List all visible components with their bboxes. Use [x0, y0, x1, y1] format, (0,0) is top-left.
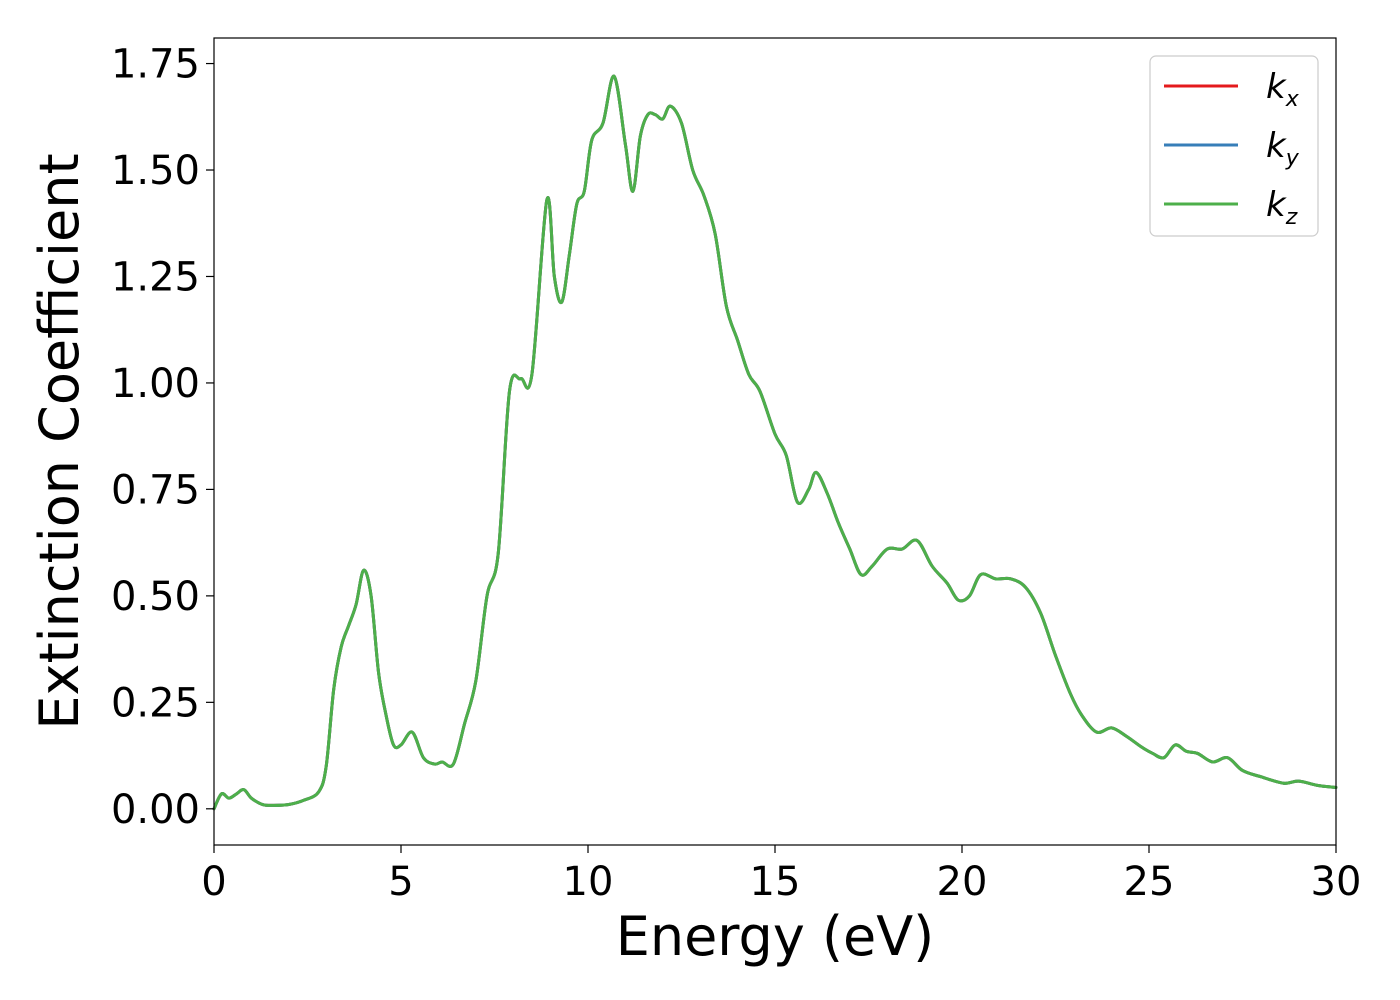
legend-label-ky: ky	[1266, 126, 1300, 171]
x-tick-label: 25	[1124, 859, 1175, 905]
legend-label-kx: kx	[1266, 67, 1300, 112]
x-tick-label: 10	[563, 859, 614, 905]
y-tick-label: 1.25	[111, 254, 200, 300]
y-tick-label: 0.25	[111, 680, 200, 726]
x-axis-title: Energy (eV)	[616, 905, 935, 968]
y-axis-ticks: 0.00 0.25 0.50 0.75 1.00 1.25 1.50 1.75	[111, 42, 214, 833]
y-tick-label: 1.75	[111, 42, 200, 88]
x-tick-label: 5	[388, 859, 413, 905]
y-tick-label: 0.75	[111, 467, 200, 513]
x-tick-label: 0	[201, 859, 226, 905]
y-tick-label: 1.50	[111, 148, 200, 194]
y-tick-label: 0.50	[111, 574, 200, 620]
y-tick-label: 1.00	[111, 361, 200, 407]
x-tick-label: 20	[937, 859, 988, 905]
x-tick-label: 15	[750, 859, 801, 905]
legend: kx ky kz	[1149, 55, 1319, 237]
y-tick-label: 0.00	[111, 787, 200, 833]
y-axis-title: Extinction Coefficient	[28, 153, 91, 729]
series-layer	[212, 74, 1338, 811]
x-tick-label: 30	[1311, 859, 1362, 905]
series-line-kz	[212, 74, 1338, 811]
x-axis-ticks: 0 5 10 15 20 25 30	[201, 845, 1361, 905]
legend-label-kz: kz	[1266, 185, 1298, 230]
